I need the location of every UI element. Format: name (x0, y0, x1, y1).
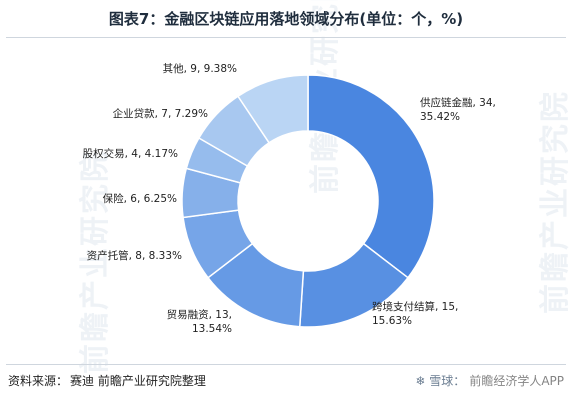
source-text: 赛迪 前瞻产业研究院整理 (70, 374, 206, 388)
data-label-1: 供应链金融, 34, 35.42% (420, 96, 496, 123)
title-divider (6, 37, 566, 38)
platform-watermark: ❄ 雪球： 前瞻经济学人APP (415, 372, 564, 389)
source-label: 资料来源： (8, 374, 69, 388)
data-label-8: 其他, 9, 9.38% (163, 62, 237, 75)
source-note: 资料来源： 赛迪 前瞻产业研究院整理 (8, 372, 206, 389)
slice-1 (307, 74, 435, 279)
footer-divider (6, 364, 566, 365)
snowball-logo-icon: ❄ 雪球： (415, 374, 466, 388)
data-label-7: 企业贷款, 7, 7.29% (113, 107, 208, 120)
data-label-3: 贸易融资, 13, 13.54% (167, 309, 232, 335)
data-label-4: 资产托管, 8, 8.33% (87, 249, 182, 262)
chart-title: 图表7：金融区块链应用落地领域分布(单位：个，%) (108, 10, 464, 28)
data-label-6: 股权交易, 4, 4.17% (83, 147, 178, 160)
data-label-5: 保险, 6, 6.25% (103, 192, 177, 205)
data-label-2: 跨境支付结算, 15, 15.63% (372, 300, 458, 327)
watermark-text: 前瞻经济学人APP (469, 374, 564, 388)
slice-8 (236, 74, 309, 144)
